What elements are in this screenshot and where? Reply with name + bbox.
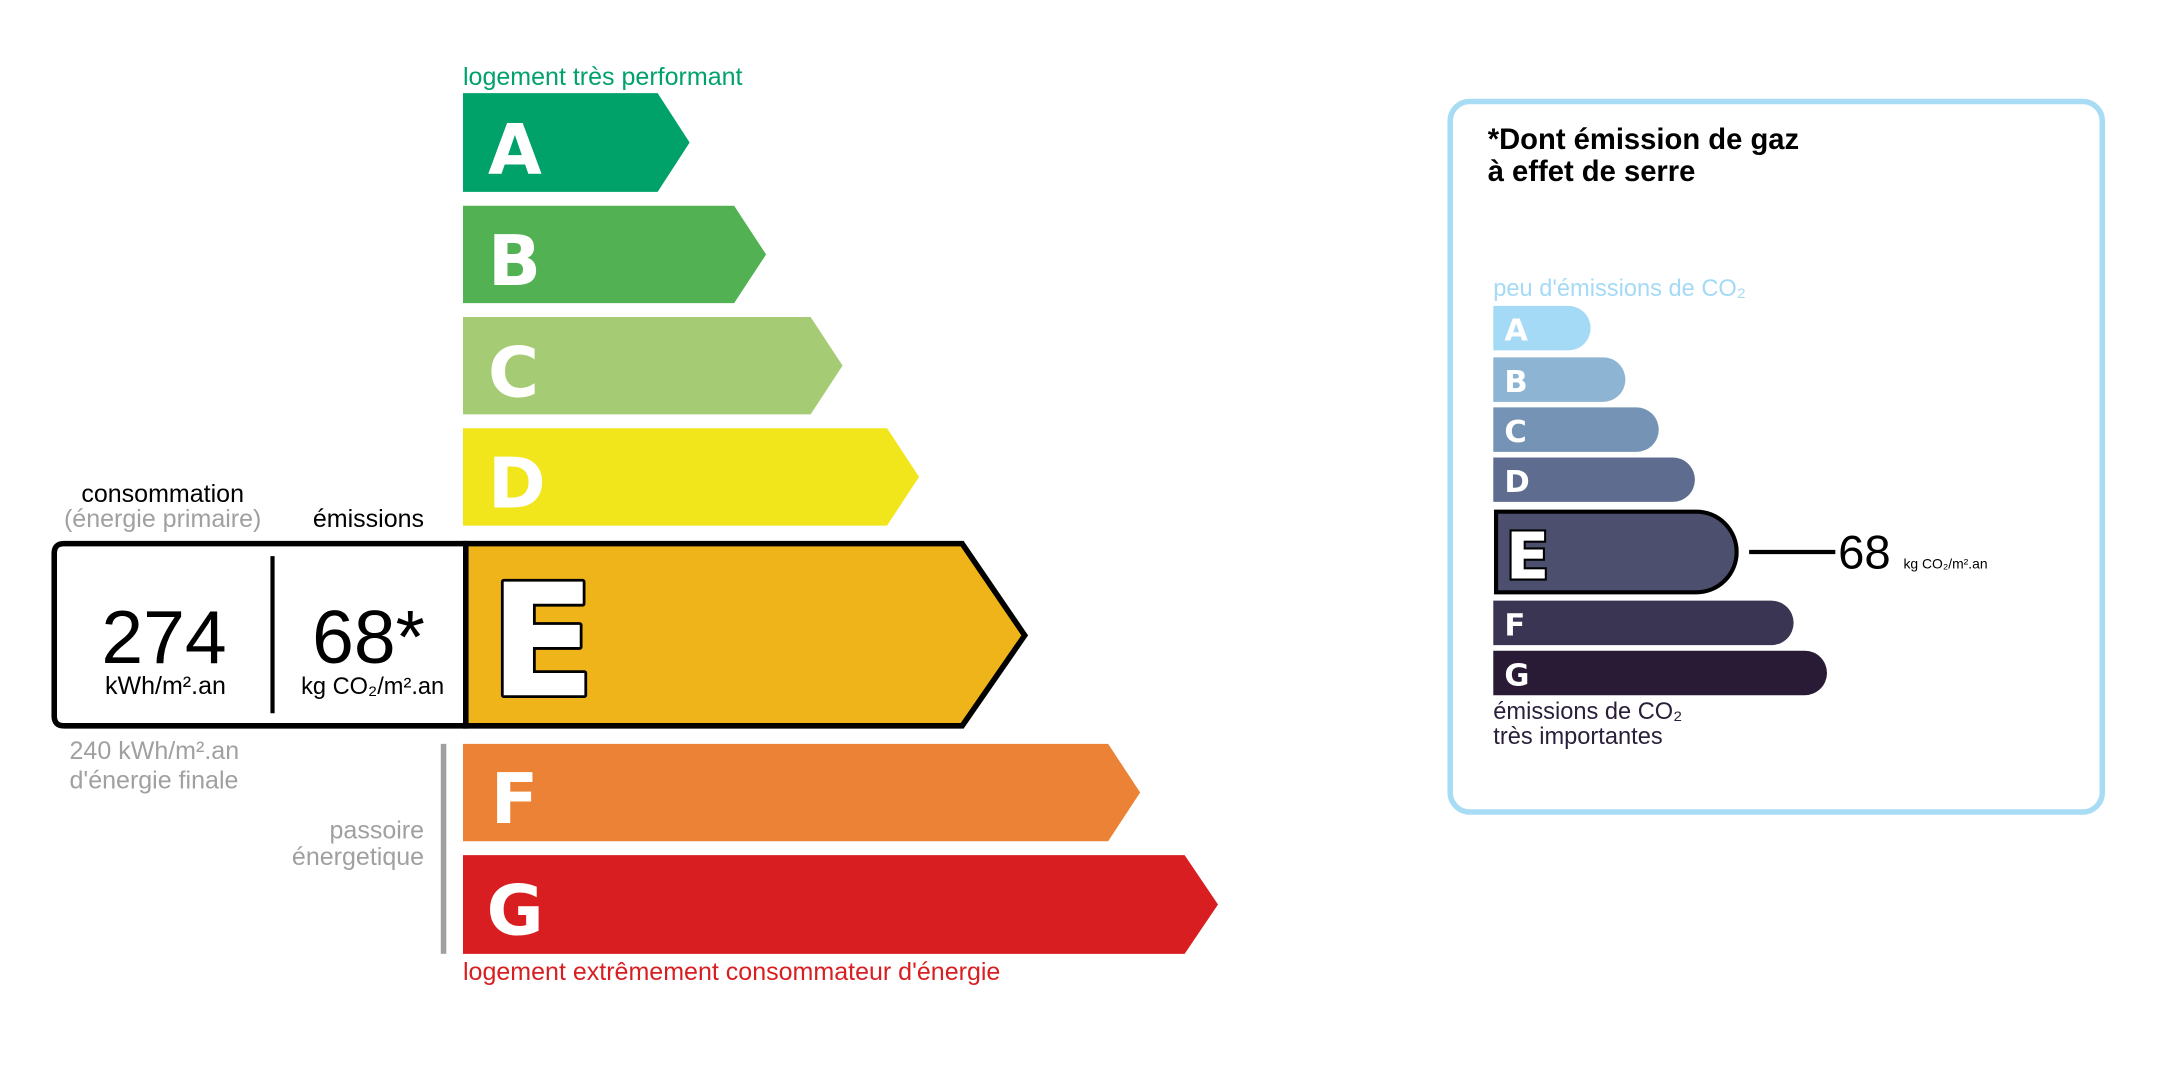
energy-letter-g: G (487, 870, 544, 951)
ges-title-1: *Dont émission de gaz (1488, 124, 1799, 156)
energy-top-label: logement très performant (463, 63, 743, 91)
energy-class-f: F (463, 743, 1141, 842)
energy-letter-f: F (491, 759, 539, 840)
ges-letter-c: C (1504, 415, 1526, 450)
energy-bar-d (463, 428, 920, 526)
energy-letter-a: A (488, 110, 542, 191)
ges-bar-b (1493, 357, 1626, 402)
energy-class-c: C (463, 317, 843, 415)
energy-letter-d: D (488, 443, 546, 524)
ges-top-label: peu d'émissions de CO₂ (1493, 276, 1746, 302)
ges-value: 68 (1838, 527, 1891, 580)
passoire-label-2: énergetique (292, 843, 424, 871)
ges-bottom-label-2: très importantes (1493, 724, 1662, 750)
ges-class-b: B (1493, 357, 1626, 402)
ges-class-d: D (1493, 457, 1695, 502)
consumption-unit: kWh/m².an (105, 672, 226, 700)
consumption-value: 274 (101, 595, 226, 679)
ges-bar-a (1493, 305, 1591, 351)
energy-class-a: A (463, 93, 690, 192)
energy-class-d: D (463, 428, 920, 526)
energy-class-b: B (463, 205, 767, 304)
ges-title-2: à effet de serre (1488, 156, 1696, 188)
emissions-unit: kg CO₂/m².an (301, 674, 444, 700)
ges-letter-e: E (1506, 520, 1550, 594)
consumption-label: consommation (81, 480, 244, 508)
energy-bar-g (463, 855, 1218, 954)
passoire-bracket (440, 743, 447, 954)
ges-class-f: F (1493, 600, 1794, 646)
energy-bar-e (463, 540, 1029, 729)
ges-letter-g: G (1504, 658, 1529, 693)
energy-bar-a (463, 93, 690, 192)
ges-bar-e (1493, 509, 1739, 595)
consumption-sublabel: (énergie primaire) (64, 505, 261, 533)
energy-bar-b (463, 205, 767, 304)
energy-class-g: G (463, 855, 1218, 954)
energy-bottom-label: logement extrêmement consommateur d'éner… (463, 958, 1000, 986)
ges-bottom-label-1: émissions de CO₂ (1493, 699, 1682, 725)
ges-bar-f (1493, 600, 1794, 646)
energy-bar-f (463, 743, 1141, 842)
final-energy-value: 240 kWh/m².an (70, 737, 240, 765)
ges-bar-d (1493, 457, 1695, 502)
emissions-value: 68* (312, 595, 425, 679)
energy-class-e-current: E 274 kWh/m².an 68* kg CO₂/m².an (51, 540, 1029, 735)
value-box (51, 540, 469, 729)
energy-bar-c (463, 317, 843, 415)
ges-letter-a: A (1504, 314, 1528, 349)
ges-letter-b: B (1504, 365, 1527, 400)
ges-class-a: A (1493, 305, 1591, 351)
ges-letter-f: F (1504, 608, 1525, 643)
ges-unit: kg CO₂/m².an (1903, 556, 1987, 572)
ges-letter-d: D (1504, 465, 1529, 500)
final-energy-label: d'énergie finale (70, 766, 239, 794)
energy-letter-b: B (488, 221, 541, 302)
energy-letter-e: E (489, 550, 595, 732)
ges-class-c: C (1493, 407, 1659, 452)
energy-letter-c: C (488, 332, 539, 413)
passoire-label-1: passoire (330, 816, 425, 844)
ges-class-g: G (1493, 650, 1827, 696)
ges-bar-g (1493, 650, 1827, 696)
ges-class-e-current: E 68 kg CO₂/m².an (1493, 509, 1988, 596)
emissions-label: émissions (313, 505, 424, 533)
ges-bar-c (1493, 407, 1659, 452)
